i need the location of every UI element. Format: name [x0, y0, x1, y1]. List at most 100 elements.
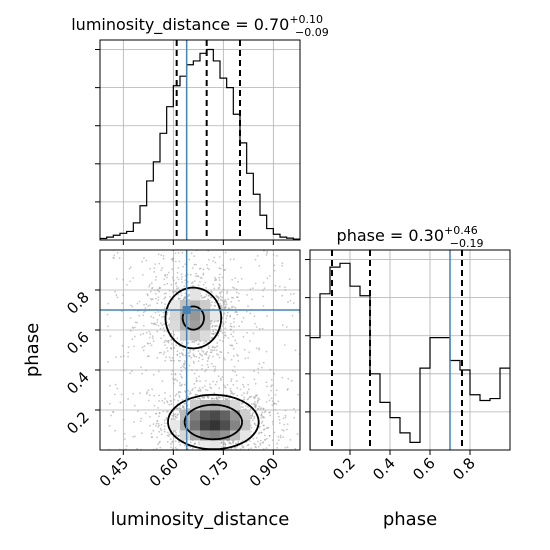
sample-point	[193, 280, 196, 282]
sample-point	[171, 440, 174, 443]
sample-point	[269, 411, 271, 414]
sample-point	[149, 333, 152, 336]
sample-point	[123, 438, 126, 440]
sample-point	[158, 411, 161, 414]
sample-point	[179, 391, 182, 394]
sample-point	[223, 312, 226, 314]
sample-point	[249, 407, 252, 410]
sample-point	[230, 392, 233, 395]
sample-point	[180, 352, 183, 355]
sample-point	[218, 279, 221, 282]
sample-point	[242, 335, 245, 338]
sample-point	[158, 370, 160, 373]
joint-density-panel	[95, 249, 301, 455]
sample-point	[218, 256, 221, 258]
sample-point	[132, 393, 135, 395]
sample-point	[192, 388, 194, 390]
sample-point	[256, 394, 258, 397]
sample-point	[156, 321, 159, 324]
sample-point	[210, 320, 213, 322]
luminosity-distance-histogram-step	[100, 48, 300, 240]
sample-point	[222, 300, 225, 303]
sample-point	[156, 436, 159, 439]
sample-point	[285, 326, 288, 328]
sample-point	[215, 349, 218, 352]
sample-point	[222, 313, 225, 316]
density-cell	[190, 300, 201, 311]
sample-point	[268, 444, 271, 447]
sample-point	[162, 255, 165, 257]
sample-point	[195, 377, 198, 380]
sample-point	[229, 322, 232, 325]
sample-point	[296, 433, 299, 435]
sample-point	[282, 429, 285, 432]
sample-point	[219, 267, 222, 270]
density-cell	[220, 410, 231, 421]
sample-point	[294, 448, 297, 450]
sample-point	[218, 387, 221, 390]
sample-point	[144, 307, 147, 309]
sample-point	[109, 335, 112, 337]
sample-point	[202, 272, 205, 275]
sample-point	[177, 287, 180, 289]
sample-point	[174, 283, 177, 285]
sample-point	[181, 405, 184, 407]
sample-point	[224, 445, 226, 448]
sample-point	[233, 287, 236, 289]
sample-point	[198, 343, 200, 345]
sample-point	[173, 414, 175, 417]
sample-point	[204, 370, 207, 373]
sample-point	[151, 436, 154, 438]
sample-point	[268, 275, 271, 277]
sample-point	[202, 273, 205, 276]
sample-point	[167, 271, 170, 274]
sample-point	[214, 261, 217, 264]
sample-point	[189, 273, 192, 276]
density-cell	[190, 320, 201, 331]
sample-point	[234, 442, 237, 445]
sample-point	[201, 355, 204, 357]
sample-point	[183, 444, 186, 447]
sample-point	[175, 285, 178, 288]
sample-point	[114, 290, 116, 293]
sample-point	[204, 353, 206, 356]
sample-point	[251, 298, 253, 301]
sample-point	[234, 311, 237, 313]
sample-point	[182, 354, 184, 356]
sample-point	[213, 370, 216, 372]
sample-point	[172, 291, 175, 294]
sample-point	[219, 330, 222, 333]
sample-point	[212, 365, 215, 368]
sample-point	[198, 441, 200, 444]
sample-point	[187, 295, 190, 298]
sample-point	[113, 254, 116, 257]
sample-point	[163, 278, 166, 280]
sample-point	[188, 258, 191, 261]
sample-point	[294, 411, 297, 413]
sample-point	[231, 296, 233, 299]
density-cell	[210, 310, 221, 321]
density-cell	[230, 420, 241, 431]
sample-point	[190, 356, 193, 359]
sample-point	[160, 423, 163, 426]
phase-title: phase = 0.30+0.46 −0.19	[337, 224, 484, 250]
sample-point	[262, 416, 265, 419]
sample-point	[170, 443, 172, 445]
sample-point	[166, 441, 169, 443]
sample-point	[231, 278, 234, 281]
sample-point	[121, 344, 124, 347]
sample-point	[250, 447, 253, 449]
sample-point	[166, 274, 169, 276]
sample-point	[252, 332, 255, 335]
density-cell	[240, 410, 251, 421]
sample-point	[233, 365, 236, 368]
sample-point	[247, 356, 250, 359]
sample-point	[212, 380, 215, 383]
sample-point	[163, 428, 166, 431]
sample-point	[286, 428, 288, 431]
sample-point	[156, 357, 159, 359]
sample-point	[109, 384, 111, 387]
sample-point	[150, 290, 152, 293]
sample-point	[213, 304, 216, 307]
sample-point	[236, 296, 238, 298]
